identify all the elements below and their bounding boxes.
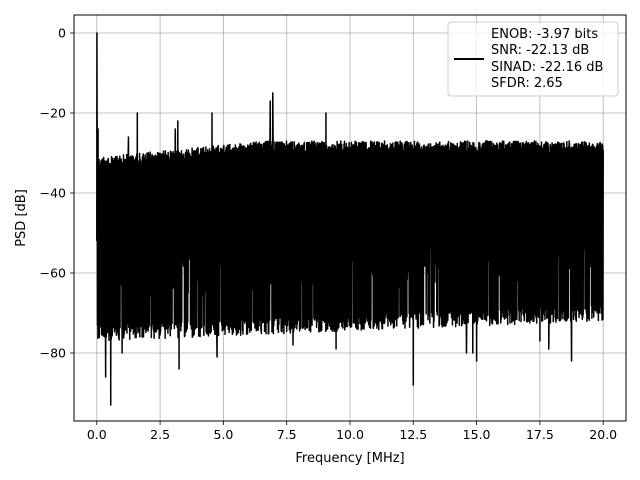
legend-line-snr: SNR: -22.13 dB xyxy=(491,43,589,58)
legend-line-sinad: SINAD: -22.16 dB xyxy=(491,60,603,75)
x-tick-label: 10.0 xyxy=(336,427,364,442)
y-tick-label: −20 xyxy=(40,106,66,121)
x-axis-ticks: 0.0 2.5 5.0 7.5 10.0 12.5 15.0 17.5 20.0 xyxy=(87,421,617,442)
x-tick-label: 0.0 xyxy=(87,427,107,442)
x-tick-label: 2.5 xyxy=(150,427,170,442)
x-tick-label: 17.5 xyxy=(526,427,554,442)
x-tick-label: 7.5 xyxy=(277,427,297,442)
plot-area xyxy=(96,32,604,406)
legend-line-enob: ENOB: -3.97 bits xyxy=(491,27,598,42)
y-axis-label: PSD [dB] xyxy=(14,189,29,247)
x-axis-label: Frequency [MHz] xyxy=(295,451,404,466)
psd-series-line xyxy=(96,32,604,406)
y-tick-label: −60 xyxy=(40,266,66,281)
y-tick-label: −80 xyxy=(40,346,66,361)
legend: ENOB: -3.97 bits SNR: -22.13 dB SINAD: -… xyxy=(447,21,619,97)
x-tick-label: 20.0 xyxy=(589,427,617,442)
x-tick-label: 5.0 xyxy=(213,427,233,442)
legend-line-sfdr: SFDR: 2.65 xyxy=(491,76,563,91)
legend-box xyxy=(447,21,619,97)
y-axis-ticks: 0 −20 −40 −60 −80 xyxy=(40,26,74,361)
x-tick-label: 12.5 xyxy=(399,427,427,442)
y-tick-label: 0 xyxy=(58,26,66,41)
y-tick-label: −40 xyxy=(40,186,66,201)
x-tick-label: 15.0 xyxy=(463,427,491,442)
